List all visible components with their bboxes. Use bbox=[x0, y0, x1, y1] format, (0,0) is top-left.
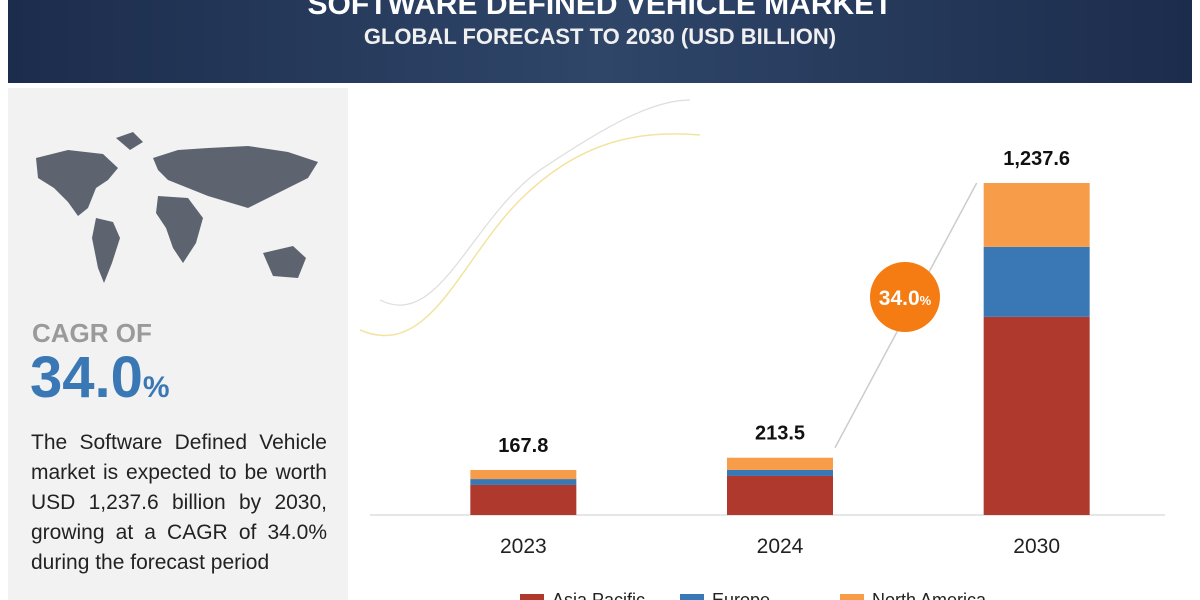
bar-segment bbox=[983, 316, 1090, 515]
bar-segment bbox=[470, 479, 577, 485]
world-map bbox=[36, 132, 318, 283]
bar-segment bbox=[983, 246, 1090, 317]
total-label: 1,237.6 bbox=[1003, 148, 1070, 170]
total-label: 213.5 bbox=[755, 423, 805, 445]
bar-segment bbox=[727, 457, 833, 470]
decor-curve bbox=[359, 133, 701, 337]
x-tick-label: 2023 bbox=[500, 535, 547, 558]
bar-segment bbox=[470, 484, 577, 515]
side-panel: CAGR OF 34.0% The Software Defined Vehic… bbox=[8, 88, 348, 600]
cagr-heading: CAGR OF bbox=[32, 318, 152, 348]
header: SOFTWARE DEFINED VEHICLE MARKET GLOBAL F… bbox=[8, 0, 1192, 83]
x-tick-label: 2030 bbox=[1013, 535, 1060, 558]
bar-segment bbox=[727, 475, 833, 515]
cagr-badge-text: 34.0% bbox=[879, 287, 932, 310]
legend-swatch bbox=[840, 594, 864, 600]
bar-segment bbox=[983, 183, 1090, 247]
legend-label: Asia Pacific bbox=[552, 590, 645, 600]
total-label: 167.8 bbox=[498, 435, 548, 457]
x-tick-label: 2024 bbox=[757, 535, 804, 558]
cagr-value: 34.0% bbox=[30, 344, 170, 411]
legend-swatch bbox=[520, 594, 544, 600]
subtitle: GLOBAL FORECAST TO 2030 (USD BILLION) bbox=[363, 24, 837, 49]
cagr-number: 34.0 bbox=[30, 345, 143, 410]
cagr-badge-number: 34.0 bbox=[879, 287, 920, 310]
cagr-badge bbox=[870, 262, 940, 332]
bar-segment bbox=[470, 469, 577, 480]
legend-label: North America bbox=[872, 590, 987, 600]
bar-segment bbox=[727, 469, 833, 476]
description: The Software Defined Vehicle market is e… bbox=[31, 431, 327, 574]
title: SOFTWARE DEFINED VEHICLE MARKET bbox=[307, 0, 893, 21]
cagr-badge-unit: % bbox=[920, 293, 932, 308]
decor-curve bbox=[379, 99, 691, 306]
cagr-unit: % bbox=[142, 371, 170, 404]
legend-label: Europe bbox=[712, 590, 770, 600]
legend-swatch bbox=[680, 594, 704, 600]
